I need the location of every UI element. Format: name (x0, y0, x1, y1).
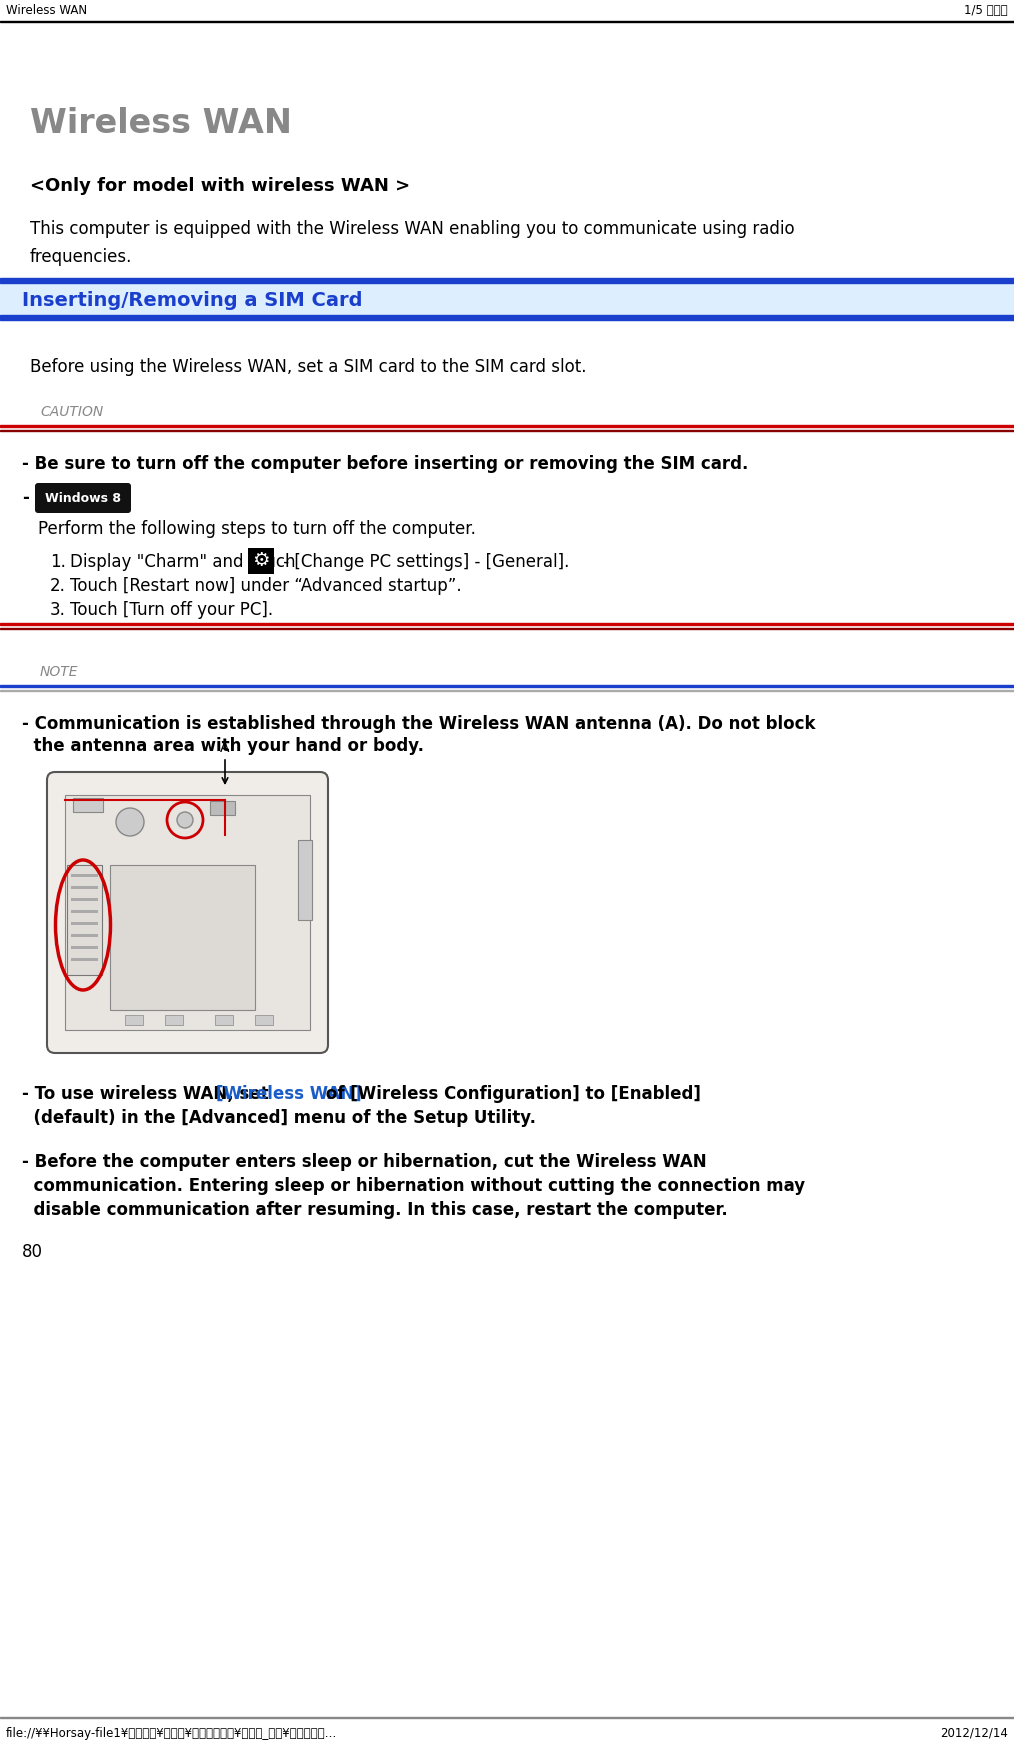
Text: file://¥¥Horsay-file1¥社内書類¥勤務簿¥制作グループ¥制作１_加藤¥制作１チー…: file://¥¥Horsay-file1¥社内書類¥勤務簿¥制作グループ¥制作… (6, 1727, 338, 1739)
Text: ⚙: ⚙ (252, 552, 270, 570)
Bar (0, 0, 1014, 23)
Text: Inserting/Removing a SIM Card: Inserting/Removing a SIM Card (22, 292, 362, 311)
Circle shape (177, 813, 193, 829)
Text: Display "Charm" and touch: Display "Charm" and touch (70, 552, 301, 572)
Bar (65, 795, 310, 1030)
Text: NOTE: NOTE (40, 664, 78, 678)
Text: 2012/12/14: 2012/12/14 (940, 1727, 1008, 1739)
Text: Before using the Wireless WAN, set a SIM card to the SIM card slot.: Before using the Wireless WAN, set a SIM… (30, 358, 586, 376)
Text: 3.: 3. (50, 601, 66, 619)
Text: This computer is equipped with the Wireless WAN enabling you to communicate usin: This computer is equipped with the Wirel… (30, 220, 795, 238)
Text: 2.: 2. (50, 577, 66, 594)
Bar (298, 841, 312, 919)
Bar (71, 946, 98, 949)
Bar (0, 278, 1014, 283)
Text: of [Wireless Configuration] to [Enabled]: of [Wireless Configuration] to [Enabled] (320, 1086, 701, 1103)
Bar (248, 549, 274, 573)
Circle shape (116, 808, 144, 836)
Bar (125, 1016, 143, 1024)
Bar (0, 622, 1014, 626)
Bar (71, 933, 98, 937)
Text: Touch [Restart now] under “Advanced startup”.: Touch [Restart now] under “Advanced star… (70, 577, 461, 594)
Text: - Be sure to turn off the computer before inserting or removing the SIM card.: - Be sure to turn off the computer befor… (22, 454, 748, 474)
Text: Perform the following steps to turn off the computer.: Perform the following steps to turn off … (38, 519, 476, 538)
Bar (71, 886, 98, 890)
Bar (73, 799, 103, 813)
Bar (0, 685, 1014, 687)
Text: frequencies.: frequencies. (30, 248, 133, 266)
Text: Wireless WAN: Wireless WAN (30, 107, 292, 140)
Bar (215, 1016, 233, 1024)
Bar (71, 911, 98, 912)
Text: Touch [Turn off your PC].: Touch [Turn off your PC]. (70, 601, 273, 619)
FancyBboxPatch shape (47, 773, 328, 1052)
Bar (71, 958, 98, 961)
Text: Wireless WAN: Wireless WAN (6, 5, 87, 17)
Bar (165, 1016, 183, 1024)
Text: - Before the computer enters sleep or hibernation, cut the Wireless WAN: - Before the computer enters sleep or hi… (22, 1154, 707, 1171)
Bar (0, 315, 1014, 320)
Text: - To use wireless WAN, set: - To use wireless WAN, set (22, 1086, 275, 1103)
Text: communication. Entering sleep or hibernation without cutting the connection may: communication. Entering sleep or hiberna… (22, 1176, 805, 1196)
Text: the antenna area with your hand or body.: the antenna area with your hand or body. (22, 738, 424, 755)
Text: A: A (220, 741, 230, 755)
Text: 1.: 1. (50, 552, 66, 572)
Bar (0, 283, 1014, 320)
Text: <Only for model with wireless WAN >: <Only for model with wireless WAN > (30, 177, 410, 196)
Bar (0, 425, 1014, 427)
Text: - [Change PC settings] - [General].: - [Change PC settings] - [General]. (278, 552, 570, 572)
Bar (71, 898, 98, 900)
Text: 80: 80 (22, 1243, 43, 1260)
Text: Windows 8: Windows 8 (45, 491, 121, 505)
Bar (110, 865, 255, 1010)
Text: - Communication is established through the Wireless WAN antenna (A). Do not bloc: - Communication is established through t… (22, 715, 815, 732)
Text: -: - (22, 489, 28, 507)
Bar (67, 865, 102, 975)
Text: [Wireless WAN]: [Wireless WAN] (216, 1086, 362, 1103)
Bar (255, 1016, 273, 1024)
Text: (default) in the [Advanced] menu of the Setup Utility.: (default) in the [Advanced] menu of the … (22, 1108, 536, 1127)
Bar (71, 921, 98, 925)
Text: disable communication after resuming. In this case, restart the computer.: disable communication after resuming. In… (22, 1201, 728, 1218)
Text: CAUTION: CAUTION (40, 406, 103, 420)
Bar (210, 801, 235, 815)
Text: 1/5 ページ: 1/5 ページ (964, 5, 1008, 17)
FancyBboxPatch shape (35, 482, 131, 512)
Bar (71, 874, 98, 877)
